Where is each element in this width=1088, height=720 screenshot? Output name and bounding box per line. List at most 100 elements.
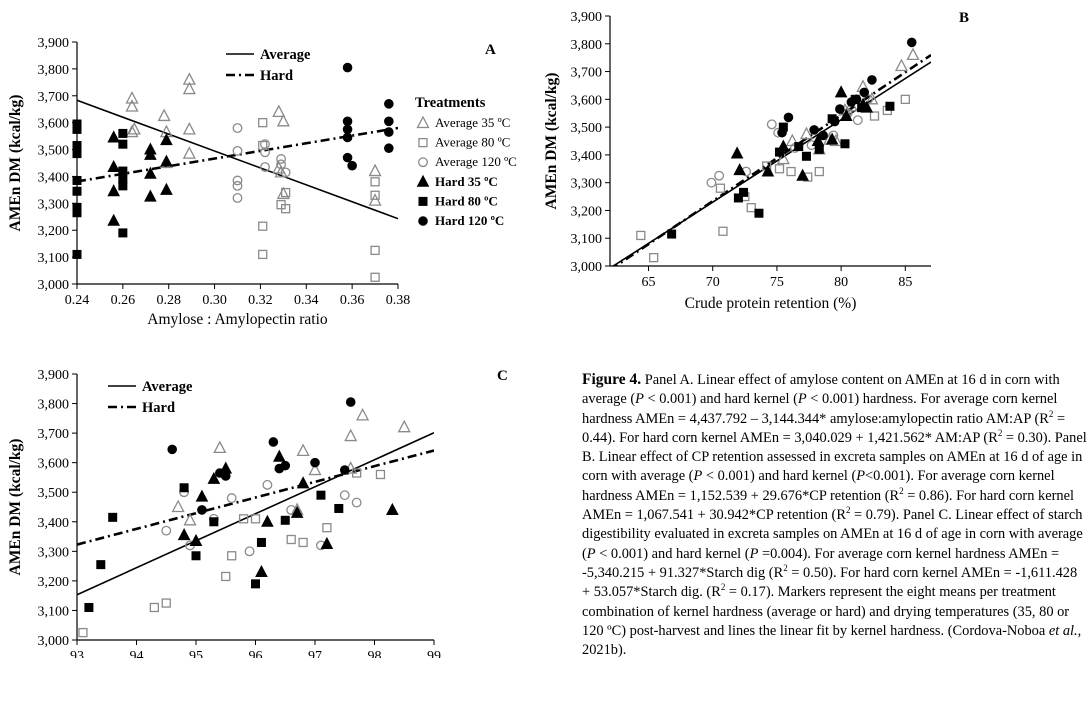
point-average-35-c xyxy=(125,99,139,112)
y-tick-label: 3,300 xyxy=(38,197,70,212)
y-tick-label: 3,600 xyxy=(38,457,70,472)
legend-line-label: Average xyxy=(260,47,311,63)
point-hard-80-c xyxy=(72,149,82,159)
point-hard-80-c xyxy=(209,517,219,527)
legend-marker xyxy=(418,157,428,168)
panel-a-chart: 3,000 3,100 3,200 3,300 3,400 3,500 3,600 3,700… xyxy=(7,36,517,328)
legend-treatment-label: Hard 80 ºC xyxy=(435,193,498,208)
point-average-80-c xyxy=(250,514,261,524)
point-average-80-c xyxy=(238,514,249,524)
caption-segment: P xyxy=(635,391,644,408)
caption-segment: P xyxy=(797,391,807,408)
caption-segment: et al. xyxy=(1048,622,1078,639)
legend-treatment-label: Average 35 ºC xyxy=(435,115,510,130)
x-axis-title: Crude protein retention (%) xyxy=(685,295,857,312)
point-hard-120-c xyxy=(859,87,870,98)
x-tick-label: 96 xyxy=(249,649,263,658)
point-average-120-c xyxy=(714,170,725,181)
point-hard-120-c xyxy=(280,460,291,471)
point-hard-80-c xyxy=(754,208,764,218)
point-average-35-c xyxy=(368,163,382,177)
point-hard-120-c xyxy=(384,116,394,127)
point-hard-80-c xyxy=(667,229,677,239)
point-hard-80-c xyxy=(794,142,804,152)
point-average-80-c xyxy=(649,253,659,263)
fit-line-hard xyxy=(77,449,434,546)
x-tick-label: 0.34 xyxy=(294,293,319,308)
caption-segment: = 0.50). For hard corn kernel AMEn = -1,… xyxy=(582,564,1078,601)
point-average-80-c xyxy=(280,204,291,214)
x-tick-label: 65 xyxy=(642,275,656,290)
point-hard-80-c xyxy=(774,147,784,157)
x-tick-label: 0.24 xyxy=(65,293,90,308)
point-hard-120-c xyxy=(384,143,394,154)
point-average-35-c xyxy=(272,104,286,118)
x-tick-label: 0.36 xyxy=(340,293,365,308)
point-average-80-c xyxy=(221,571,231,582)
x-tick-label: 80 xyxy=(834,275,848,290)
point-average-80-c xyxy=(258,221,268,231)
y-tick-label: 3,400 xyxy=(571,149,603,164)
point-hard-80-c xyxy=(316,490,326,500)
point-average-120-c xyxy=(226,493,237,504)
caption-segment: < 0.001) and hard kernel ( xyxy=(702,468,857,485)
legend-marker xyxy=(416,115,430,129)
x-tick-label: 70 xyxy=(706,275,720,290)
point-hard-80-c xyxy=(801,151,811,161)
point-average-120-c xyxy=(232,123,243,133)
y-tick-label: 3,300 xyxy=(571,177,603,192)
y-tick-label: 3,200 xyxy=(38,224,70,239)
point-hard-35-c xyxy=(160,154,173,167)
point-hard-35-c xyxy=(733,163,747,176)
caption-segment: P xyxy=(586,545,596,562)
point-hard-120-c xyxy=(777,127,787,138)
x-tick-label: 93 xyxy=(70,649,84,658)
point-average-80-c xyxy=(258,140,268,151)
point-average-35-c xyxy=(776,151,790,165)
point-hard-80-c xyxy=(334,503,344,513)
point-hard-120-c xyxy=(829,116,840,127)
y-tick-label: 3,400 xyxy=(38,170,70,185)
x-axis-title: Amylose : Amylopectin ratio xyxy=(147,311,328,328)
point-average-35-c xyxy=(125,124,139,138)
point-hard-80-c xyxy=(118,139,128,149)
point-hard-35-c xyxy=(144,147,157,160)
caption-segment: 2 xyxy=(899,485,904,496)
y-tick-label: 3,000 xyxy=(571,260,603,275)
point-average-120-c xyxy=(276,154,287,164)
point-hard-80-c xyxy=(251,579,260,589)
x-tick-label: 99 xyxy=(427,649,441,658)
point-hard-120-c xyxy=(384,127,394,137)
y-tick-label: 3,800 xyxy=(571,38,603,53)
y-axis-title: AMEn DM (kcal/kg) xyxy=(7,439,24,576)
legend-treatment-label: Average 80 ºC xyxy=(435,135,510,150)
point-average-35-c xyxy=(274,165,288,178)
point-hard-80-c xyxy=(108,512,118,522)
point-hard-120-c xyxy=(345,397,356,407)
point-average-80-c xyxy=(78,627,88,638)
point-hard-35-c xyxy=(730,146,744,159)
point-average-120-c xyxy=(852,115,863,126)
point-average-80-c xyxy=(258,118,268,128)
x-tick-label: 98 xyxy=(368,649,382,658)
fit-line-average xyxy=(77,432,434,596)
panel-label: C xyxy=(497,368,508,384)
caption-segment: = 0.30). Panel B. Linear effect of CP re… xyxy=(582,429,1087,485)
point-average-35-c xyxy=(125,91,139,104)
point-average-35-c xyxy=(213,440,227,454)
caption-segment: = 0.86). For hard corn kernel AMEn = 1,0… xyxy=(582,487,1074,524)
point-average-80-c xyxy=(227,551,237,561)
point-average-120-c xyxy=(351,497,362,508)
point-average-35-c xyxy=(894,58,909,72)
point-hard-120-c xyxy=(818,130,828,141)
point-hard-80-c xyxy=(118,128,128,138)
y-tick-label: 3,500 xyxy=(38,486,70,501)
point-hard-80-c xyxy=(118,166,128,176)
point-hard-80-c xyxy=(739,187,749,197)
x-tick-label: 75 xyxy=(770,275,784,290)
panel-b-chart: 3,000 3,100 3,200 3,300 3,400 3,500 3,600 3,700… xyxy=(543,10,969,312)
panel-label: B xyxy=(959,10,969,26)
point-hard-80-c xyxy=(191,551,201,561)
point-hard-80-c xyxy=(72,175,82,185)
point-average-80-c xyxy=(149,602,160,613)
